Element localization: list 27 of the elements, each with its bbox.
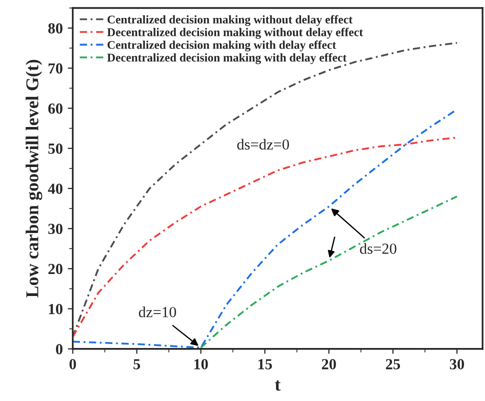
legend-label: Centralized decision making with delay effect <box>108 40 336 52</box>
annotation: ds=dz=0 <box>237 138 289 150</box>
annotation: dz=10 <box>138 306 176 318</box>
x-tick-label: 25 <box>386 359 400 370</box>
x-tick-label: 5 <box>134 359 140 370</box>
x-tick-label: 0 <box>70 359 76 370</box>
annotation: ds=20 <box>360 243 396 254</box>
y-tick-label: 50 <box>48 144 62 154</box>
legend-label: Decentralized decision making with delay effect <box>107 53 347 64</box>
y-tick-label: 30 <box>48 224 62 234</box>
x-tick-label: 20 <box>322 359 336 370</box>
x-axis-title: t <box>274 380 281 391</box>
legend-label: Decentralized decision making without delay effect <box>107 28 364 39</box>
y-axis-title: Low carbon goodwill level G(t) <box>26 60 42 298</box>
y-tick-label: 70 <box>48 63 62 74</box>
line-series <box>200 196 458 349</box>
x-tick-label: 15 <box>258 359 272 370</box>
y-tick-label: 40 <box>48 184 62 194</box>
y-tick-label: 80 <box>48 23 62 34</box>
legend-label: Centralized decision making without delay effect <box>108 15 353 26</box>
y-tick-label: 10 <box>48 304 62 314</box>
y-tick-label: 20 <box>48 264 62 274</box>
line-series <box>72 136 458 338</box>
x-tick-label: 10 <box>194 359 208 370</box>
y-tick-label: 60 <box>48 103 62 114</box>
y-tick-label: 0 <box>56 344 62 354</box>
x-tick-label: 30 <box>450 359 464 370</box>
